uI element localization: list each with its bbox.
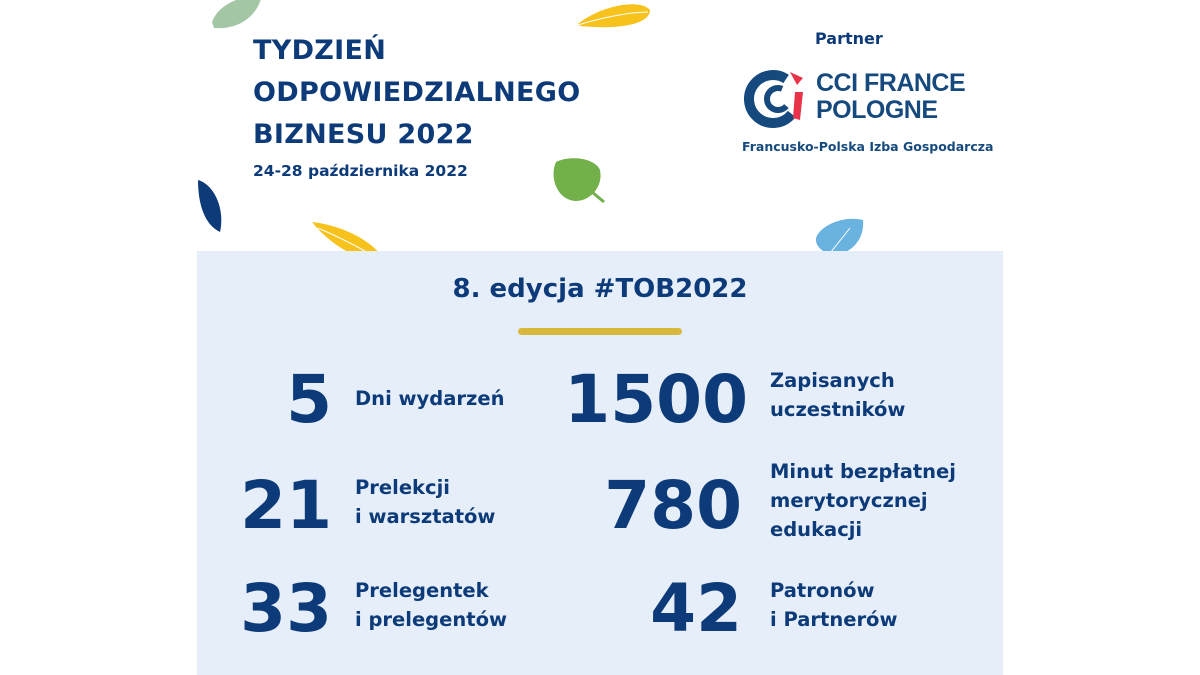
title-line: ODPOWIEDZIALNEGO [253, 77, 581, 108]
stats-panel: 8. edycja #TOB2022 5 Dni wydarzeń 21 Pre… [197, 251, 1003, 675]
leaf-icon [212, 0, 261, 29]
stat-label: Zapisanych uczestników [770, 369, 906, 421]
stat-value: 5 [286, 361, 332, 438]
gold-divider [518, 328, 682, 335]
stat-label: Prelegentek i prelegentów [355, 579, 507, 631]
logo-line: POLOGNE [816, 96, 938, 124]
cci-logo-icon [744, 70, 803, 128]
stat-value: 21 [240, 467, 332, 544]
leaf-icon [553, 158, 605, 204]
stat-label: Patronów i Partnerów [770, 579, 898, 631]
stat-value: 1500 [564, 361, 748, 438]
leaf-icon [577, 4, 650, 28]
logo-line: CCI FRANCE [816, 69, 966, 97]
event-date: 24-28 października 2022 [253, 162, 468, 180]
stat-label: Minut bezpłatnej merytorycznej edukacji [770, 460, 956, 541]
stat-label: Dni wydarzeń [355, 387, 505, 410]
stat-value: 780 [604, 467, 742, 544]
stat-label: Prelekcji i warsztatów [355, 476, 496, 528]
partner-logo-text: CCI FRANCE POLOGNE [816, 69, 966, 124]
partner-label: Partner [815, 29, 883, 48]
stat-value: 42 [650, 570, 742, 647]
leaf-icon [198, 180, 222, 232]
title-line: BIZNESU 2022 [253, 119, 474, 150]
event-title: TYDZIEŃ ODPOWIEDZIALNEGO BIZNESU 2022 [253, 30, 580, 156]
edition-heading: 8. edycja #TOB2022 [452, 274, 748, 304]
stat-value: 33 [240, 570, 332, 647]
partner-subtitle: Francusko-Polska Izba Gospodarcza [742, 139, 994, 154]
title-line: TYDZIEŃ [253, 35, 387, 66]
